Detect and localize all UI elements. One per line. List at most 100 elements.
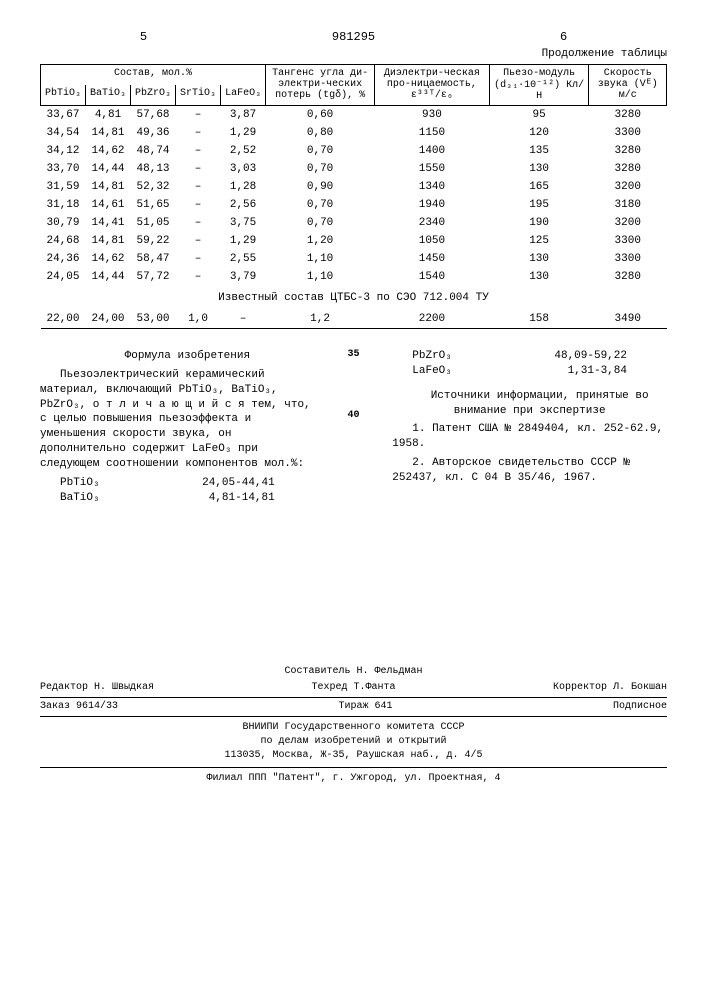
table-row: 24,0514,4457,72–3,791,1015401303280	[41, 268, 667, 286]
cell: 59,22	[131, 232, 176, 250]
cell: 1340	[375, 178, 490, 196]
left-column: Формула изобретения Пьезоэлектрический к…	[40, 349, 315, 505]
cell: 31,18	[41, 196, 86, 214]
known-label-row: Известный состав ЦТБС-3 по СЭО 712.004 Т…	[41, 286, 667, 310]
source-1: 1. Патент США № 2849404, кл. 252-62.9, 1…	[392, 422, 667, 452]
cell: 158	[489, 310, 589, 329]
cell: 1550	[375, 160, 490, 178]
cell: 24,05	[41, 268, 86, 286]
footer-staff: Редактор Н. Швыдкая Техред Т.Фанта Корре…	[40, 679, 667, 698]
org2: по делам изобретений и открытий	[40, 735, 667, 749]
cell: –	[176, 232, 221, 250]
line-40: 40	[345, 410, 363, 421]
org1: ВНИИПИ Государственного комитета СССР	[40, 721, 667, 735]
cell: 2200	[375, 310, 490, 329]
cell: 1,20	[266, 232, 375, 250]
cell: 1400	[375, 142, 490, 160]
body-columns: Формула изобретения Пьезоэлектрический к…	[40, 349, 667, 505]
col-eps: Диэлектри-ческая про-ницаемость, ε³³ᵀ/ε₀	[375, 65, 490, 106]
doc-number: 981295	[250, 30, 457, 44]
cell: 14,81	[86, 232, 131, 250]
cell: 130	[489, 250, 589, 268]
cell: –	[176, 196, 221, 214]
cell: 33,70	[41, 160, 86, 178]
cell: 130	[489, 160, 589, 178]
cell: –	[176, 142, 221, 160]
cell: 1,10	[266, 250, 375, 268]
cell: –	[176, 214, 221, 232]
cell: 2340	[375, 214, 490, 232]
cell: 14,81	[86, 178, 131, 196]
table-body: 33,674,8157,68–3,870,6093095328034,5414,…	[41, 106, 667, 329]
page-header: 5 981295 6	[40, 30, 667, 44]
cell: 24,00	[86, 310, 131, 329]
cell: –	[176, 124, 221, 142]
cell: 95	[489, 106, 589, 125]
footer-order: Заказ 9614/33 Тираж 641 Подписное	[40, 698, 667, 717]
cell: 49,36	[131, 124, 176, 142]
cell: 1450	[375, 250, 490, 268]
cell: 3180	[589, 196, 667, 214]
cell: 48,74	[131, 142, 176, 160]
comp-range: 48,09-59,22	[554, 349, 627, 364]
col-lafeo3: LaFeO₃	[221, 85, 266, 106]
cell: 3300	[589, 250, 667, 268]
known-label: Известный состав ЦТБС-3 по СЭО 712.004 Т…	[41, 286, 667, 310]
techred: Техред Т.Фанта	[311, 681, 395, 695]
cell: 135	[489, 142, 589, 160]
cell: 165	[489, 178, 589, 196]
cell: 34,12	[41, 142, 86, 160]
table-row: 33,674,8157,68–3,870,60930953280	[41, 106, 667, 125]
order: Заказ 9614/33	[40, 700, 118, 714]
cell: 3200	[589, 214, 667, 232]
table-row: 34,1214,6248,74–2,520,7014001353280	[41, 142, 667, 160]
col-batio3: BaTiO₃	[86, 85, 131, 106]
comp-name: PbTiO₃	[60, 476, 100, 491]
cell: 1050	[375, 232, 490, 250]
comp-row: LaFeO₃ 1,31-3,84	[392, 364, 667, 379]
table-row: 33,7014,4448,13–3,030,7015501303280	[41, 160, 667, 178]
cell: –	[221, 310, 266, 329]
comp-range: 1,31-3,84	[568, 364, 627, 379]
page-right: 6	[460, 30, 667, 44]
cell: –	[176, 250, 221, 268]
cell: 3,75	[221, 214, 266, 232]
cell: 1,29	[221, 232, 266, 250]
cell: 2,56	[221, 196, 266, 214]
comp-row: PbZrO₃ 48,09-59,22	[392, 349, 667, 364]
group-header: Состав, мол.%	[41, 65, 266, 86]
cell: 1,0	[176, 310, 221, 329]
table-row: 31,5914,8152,32–1,280,9013401653200	[41, 178, 667, 196]
continuation-label: Продолжение таблицы	[40, 48, 667, 60]
cell: 1,28	[221, 178, 266, 196]
addr2: Филиал ППП "Патент", г. Ужгород, ул. Про…	[40, 768, 667, 786]
compiler: Составитель Н. Фельдман	[40, 665, 667, 679]
col-sound: Скорость звука (Vᴱ) м/с	[589, 65, 667, 106]
sources-title: Источники информации, принятые во вниман…	[392, 389, 667, 419]
cell: 4,81	[86, 106, 131, 125]
cell: 24,36	[41, 250, 86, 268]
table-row: 34,5414,8149,36–1,290,8011501203300	[41, 124, 667, 142]
cell: 0,70	[266, 142, 375, 160]
cell: 33,67	[41, 106, 86, 125]
table-row: 24,6814,8159,22–1,291,2010501253300	[41, 232, 667, 250]
cell: 3300	[589, 232, 667, 250]
cell: 51,65	[131, 196, 176, 214]
page-left: 5	[40, 30, 247, 44]
col-pbtio3: PbTiO₃	[41, 85, 86, 106]
subscription: Подписное	[613, 700, 667, 714]
cell: –	[176, 268, 221, 286]
table-row: 30,7914,4151,05–3,750,7023401903200	[41, 214, 667, 232]
cell: 22,00	[41, 310, 86, 329]
line-markers: 35 40	[345, 349, 363, 505]
cell: 58,47	[131, 250, 176, 268]
cell: –	[176, 178, 221, 196]
cell: 0,80	[266, 124, 375, 142]
cell: 3200	[589, 178, 667, 196]
col-piezo: Пьезо-модуль (d₃₁·10⁻¹²) Кл/Н	[489, 65, 589, 106]
cell: 24,68	[41, 232, 86, 250]
addr1: 113035, Москва, Ж-35, Раушская наб., д. …	[40, 749, 667, 763]
cell: 1,29	[221, 124, 266, 142]
col-srtio3: SrTiO₃	[176, 85, 221, 106]
editor: Редактор Н. Швыдкая	[40, 681, 154, 695]
